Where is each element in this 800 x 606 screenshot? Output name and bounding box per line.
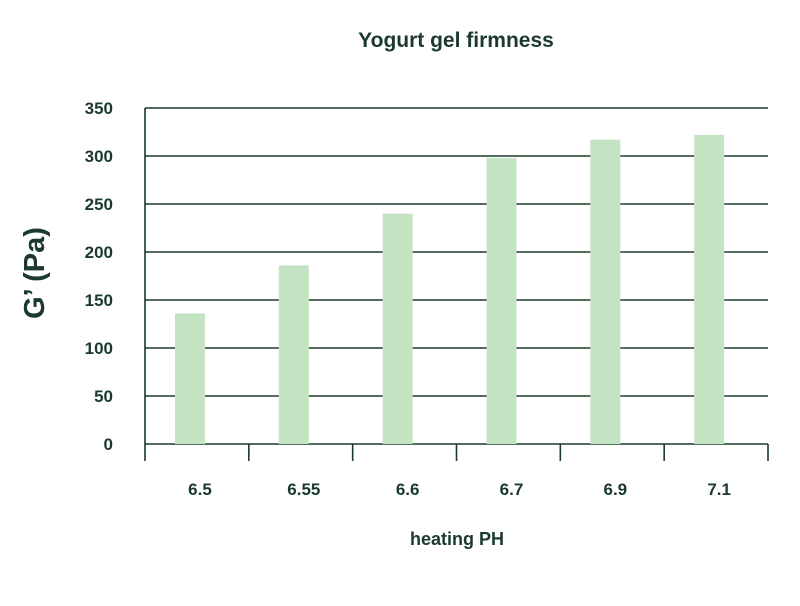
y-tick-label: 100 <box>85 339 113 358</box>
x-tick-label: 6.5 <box>188 480 212 499</box>
bar-6.6 <box>382 213 413 444</box>
bar-6.5 <box>175 313 205 444</box>
y-tick-label: 150 <box>85 291 113 310</box>
y-tick-label: 50 <box>94 387 113 406</box>
y-tick-label: 300 <box>85 147 113 166</box>
y-tick-label: 200 <box>85 243 113 262</box>
bar-7.1 <box>694 134 725 444</box>
y-axis-label: G’ (Pa) <box>19 227 51 319</box>
bar-6.7 <box>486 157 517 445</box>
y-tick-label: 250 <box>85 195 113 214</box>
x-tick-label: 6.55 <box>287 480 320 499</box>
x-tick-label: 6.9 <box>604 480 628 499</box>
bar-6.9 <box>590 139 621 444</box>
chart-title: Yogurt gel firmness <box>358 29 554 52</box>
x-tick-label: 7.1 <box>707 480 731 499</box>
x-tick-label: 6.7 <box>500 480 524 499</box>
x-axis-label: heating PH <box>410 529 504 549</box>
y-tick-label: 350 <box>85 99 113 118</box>
y-tick-labels: 0 50 100 150 200 250 300 350 <box>85 99 113 454</box>
x-axis <box>144 444 769 461</box>
gridlines <box>144 107 768 445</box>
bars <box>175 134 725 445</box>
x-tick-labels: 6.5 6.55 6.6 6.7 6.9 7.1 <box>188 480 731 499</box>
x-tick-label: 6.6 <box>396 480 420 499</box>
bar-6.55 <box>278 265 309 444</box>
y-tick-label: 0 <box>104 435 113 454</box>
